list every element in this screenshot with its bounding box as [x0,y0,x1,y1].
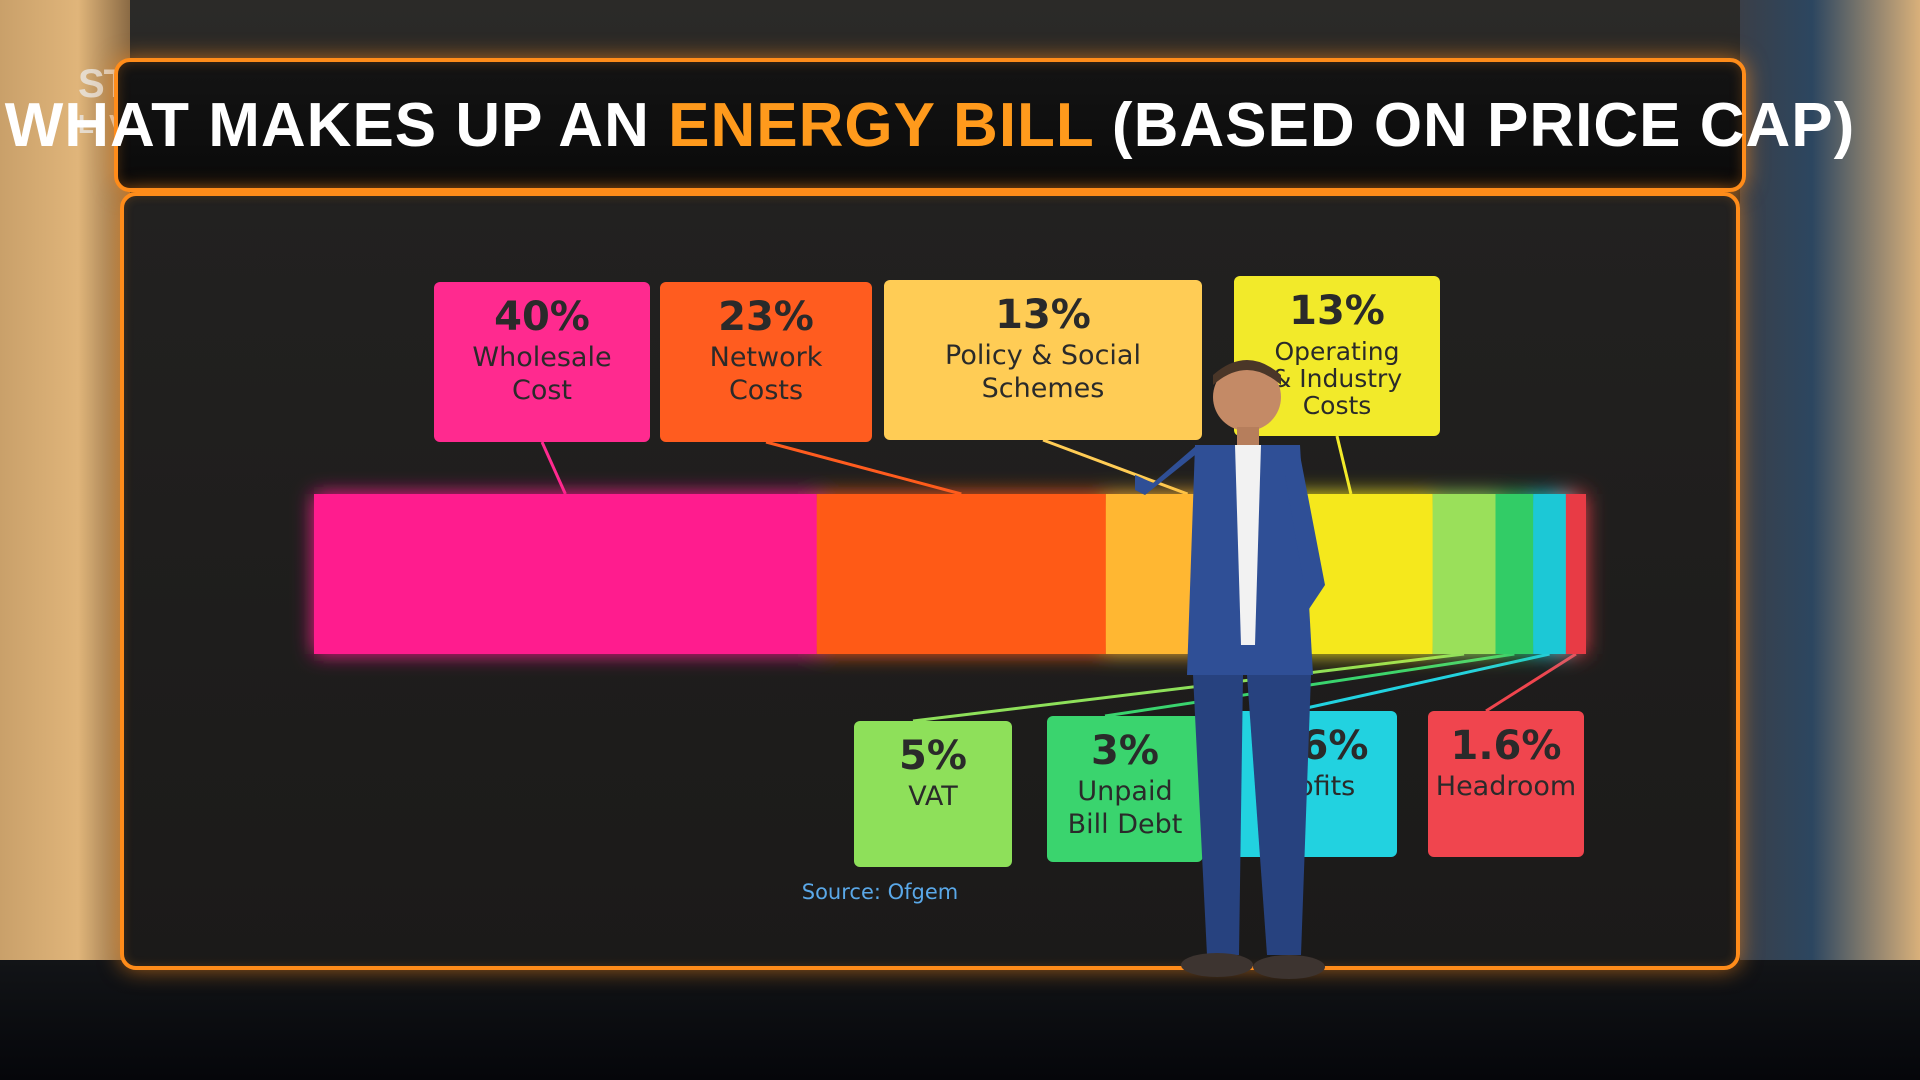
bar-segment-vat [1432,494,1496,654]
segment-name-label: Costs [1303,391,1372,420]
bar-segment-headroom [1565,494,1586,654]
studio-wall-left [0,0,130,1080]
leader-lines [540,435,1577,723]
segment-name-label: Policy & Social [945,340,1141,371]
label-box-vat: 5%VAT [854,721,1012,867]
label-box-bg [1234,276,1440,436]
segment-name-label: Network [710,342,823,373]
segment-value-label: 40% [494,294,590,340]
studio-wall-right [1740,0,1920,1080]
label-box-bg [854,721,1012,867]
title-part-1: WHAT MAKES UP AN [4,90,650,160]
segment-value-label: 5% [899,733,967,779]
bar-segment-wholesale-cost [314,494,817,654]
leader-line-wholesale-cost [540,441,567,495]
leader-line-vat [912,652,1465,723]
segment-name-label: Unpaid [1077,776,1172,807]
leader-line-headroom [1485,652,1577,713]
segment-name-label: Operating [1275,337,1400,366]
label-box-bg [1428,711,1584,857]
segment-name-label: & Industry [1272,364,1402,393]
stacked-bar-chart: 40%WholesaleCost23%NetworkCosts13%Policy… [314,276,1586,904]
segment-name-label: VAT [908,781,958,812]
bar-segment-unpaid-bill-debt [1495,494,1534,654]
label-box-bg [434,282,650,442]
chart-panel: 40% Wholesale Cost 23% Network Costs 13% Policy… [120,192,1740,970]
segment-value-label: 13% [995,292,1091,338]
chart-title: WHAT MAKES UP AN ENERGY BILL (BASED ON P… [5,90,1856,161]
segment-value-label: 3% [1091,728,1159,774]
leader-line-operating-industry-costs [1335,435,1353,495]
label-box-bg [1047,716,1203,862]
segment-value-label: 13% [1289,288,1385,334]
segment-name-label: Schemes [982,373,1105,404]
segment-name-label: Cost [512,375,572,406]
bar-segment-profits [1533,494,1566,654]
label-box-bg [884,280,1202,440]
stacked-bar [314,494,1586,654]
segment-name-label: Wholesale [472,342,611,373]
title-part-2: (BASED ON PRICE CAP) [1111,90,1856,160]
leader-line-policy-social-schemes [1042,438,1189,496]
segment-value-label: 23% [718,294,814,340]
presenter [1135,360,1325,979]
label-box-headroom: 1.6%Headroom [1428,711,1584,857]
segment-name-label: Bill Debt [1068,809,1183,840]
title-bar: WHAT MAKES UP AN ENERGY BILL (BASED ON P… [5,58,1854,192]
source-note: Source: Ofgem [802,880,959,904]
segment-name-label: Costs [729,375,803,406]
bar-segment-network-costs [816,494,1106,654]
leader-line-profits [1292,652,1550,713]
studio-floor [0,960,1920,1080]
label-box-bg [660,282,872,442]
segment-labels: 40%WholesaleCost23%NetworkCosts13%Policy… [434,276,1584,867]
leader-line-network-costs [765,440,962,496]
title-highlight: ENERGY BILL [668,90,1094,160]
segment-name-label: Headroom [1436,771,1576,802]
segment-value-label: 1.6% [1451,723,1562,769]
